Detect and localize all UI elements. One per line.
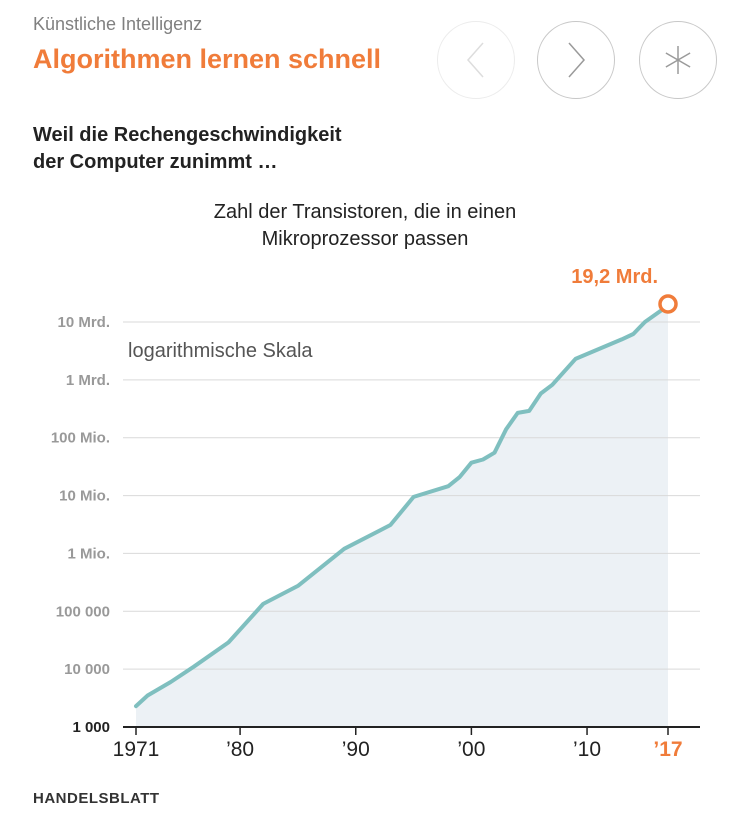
scale-annotation: logarithmische Skala bbox=[128, 340, 313, 362]
chart-title-line-2: Mikroprozessor passen bbox=[261, 228, 469, 250]
chevron-right-icon bbox=[568, 42, 586, 78]
subhead-line-2: der Computer zunimmt … bbox=[33, 151, 278, 173]
x-tick-label: ’80 bbox=[226, 738, 254, 761]
x-tick-label: ’00 bbox=[457, 738, 485, 761]
x-tick-label: ’10 bbox=[573, 738, 601, 761]
x-tick-label: ’90 bbox=[342, 738, 370, 761]
chevron-left-icon bbox=[466, 42, 484, 78]
y-tick-label: 10 000 bbox=[64, 661, 110, 678]
x-tick-label: 1971 bbox=[113, 738, 160, 761]
x-tick-label: ’17 bbox=[653, 738, 682, 761]
y-tick-label: 1 000 bbox=[72, 719, 110, 736]
kicker: Künstliche Intelligenz bbox=[33, 14, 203, 34]
source-credit: HANDELSBLATT bbox=[33, 790, 160, 807]
next-button[interactable] bbox=[537, 21, 615, 99]
series-line-transistoren bbox=[134, 303, 670, 709]
chart-title-line-1: Zahl der Transistoren, die in einen bbox=[213, 201, 517, 223]
menu-button[interactable] bbox=[639, 21, 717, 99]
y-tick-label: 100 000 bbox=[56, 603, 110, 620]
subhead: Weil die Rechengeschwindigkeit der Compu… bbox=[33, 122, 342, 176]
y-tick-label: 1 Mrd. bbox=[66, 372, 110, 389]
chart-area-fill bbox=[136, 305, 668, 727]
y-tick-label: 10 Mio. bbox=[59, 488, 110, 505]
highlight-point-marker bbox=[658, 294, 678, 314]
highlight-point-label: 19,2 Mrd. bbox=[571, 266, 658, 288]
prev-button[interactable] bbox=[437, 21, 515, 99]
subhead-line-1: Weil die Rechengeschwindigkeit bbox=[33, 124, 342, 146]
headline: Algorithmen lernen schnell bbox=[33, 44, 382, 74]
chart-title: Zahl der Transistoren, die in einen Mikr… bbox=[140, 199, 590, 253]
y-tick-label: 1 Mio. bbox=[67, 545, 110, 562]
y-tick-label: 10 Mrd. bbox=[57, 314, 110, 331]
asterisk-icon bbox=[665, 46, 691, 74]
y-tick-label: 100 Mio. bbox=[51, 430, 110, 447]
